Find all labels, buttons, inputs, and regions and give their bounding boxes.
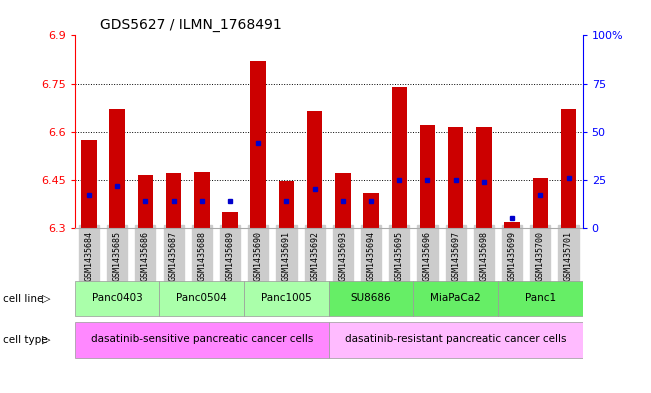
Bar	[244, 281, 329, 316]
Bar	[420, 125, 436, 228]
Bar	[498, 281, 583, 316]
Bar	[166, 173, 182, 228]
Text: GDS5627 / ILMN_1768491: GDS5627 / ILMN_1768491	[100, 18, 282, 31]
Bar	[159, 281, 244, 316]
Bar	[75, 322, 329, 358]
Text: cell line: cell line	[3, 294, 44, 304]
Bar	[329, 322, 583, 358]
Text: MiaPaCa2: MiaPaCa2	[430, 293, 481, 303]
Text: Panc0504: Panc0504	[176, 293, 227, 303]
Text: dasatinib-resistant pancreatic cancer cells: dasatinib-resistant pancreatic cancer ce…	[345, 334, 566, 344]
Bar	[413, 281, 498, 316]
Bar	[335, 173, 351, 228]
Text: ▷: ▷	[42, 294, 51, 304]
Text: dasatinib-sensitive pancreatic cancer cells: dasatinib-sensitive pancreatic cancer ce…	[90, 334, 313, 344]
Bar	[363, 193, 379, 228]
Text: Panc1005: Panc1005	[261, 293, 312, 303]
Text: Panc0403: Panc0403	[92, 293, 143, 303]
Bar	[109, 109, 125, 228]
Text: ▷: ▷	[42, 335, 51, 345]
Bar	[505, 222, 520, 228]
Bar	[561, 109, 576, 228]
Bar	[307, 111, 322, 228]
Bar	[533, 178, 548, 228]
Text: cell type: cell type	[3, 335, 48, 345]
Bar	[329, 281, 413, 316]
Text: SU8686: SU8686	[351, 293, 391, 303]
Bar	[448, 127, 464, 228]
Bar	[279, 182, 294, 228]
Text: Panc1: Panc1	[525, 293, 556, 303]
Bar	[476, 127, 492, 228]
Bar	[137, 175, 153, 228]
Bar	[222, 212, 238, 228]
Bar	[391, 87, 407, 228]
Bar	[194, 172, 210, 228]
Bar	[81, 140, 97, 228]
Bar	[75, 281, 159, 316]
Bar	[251, 61, 266, 228]
